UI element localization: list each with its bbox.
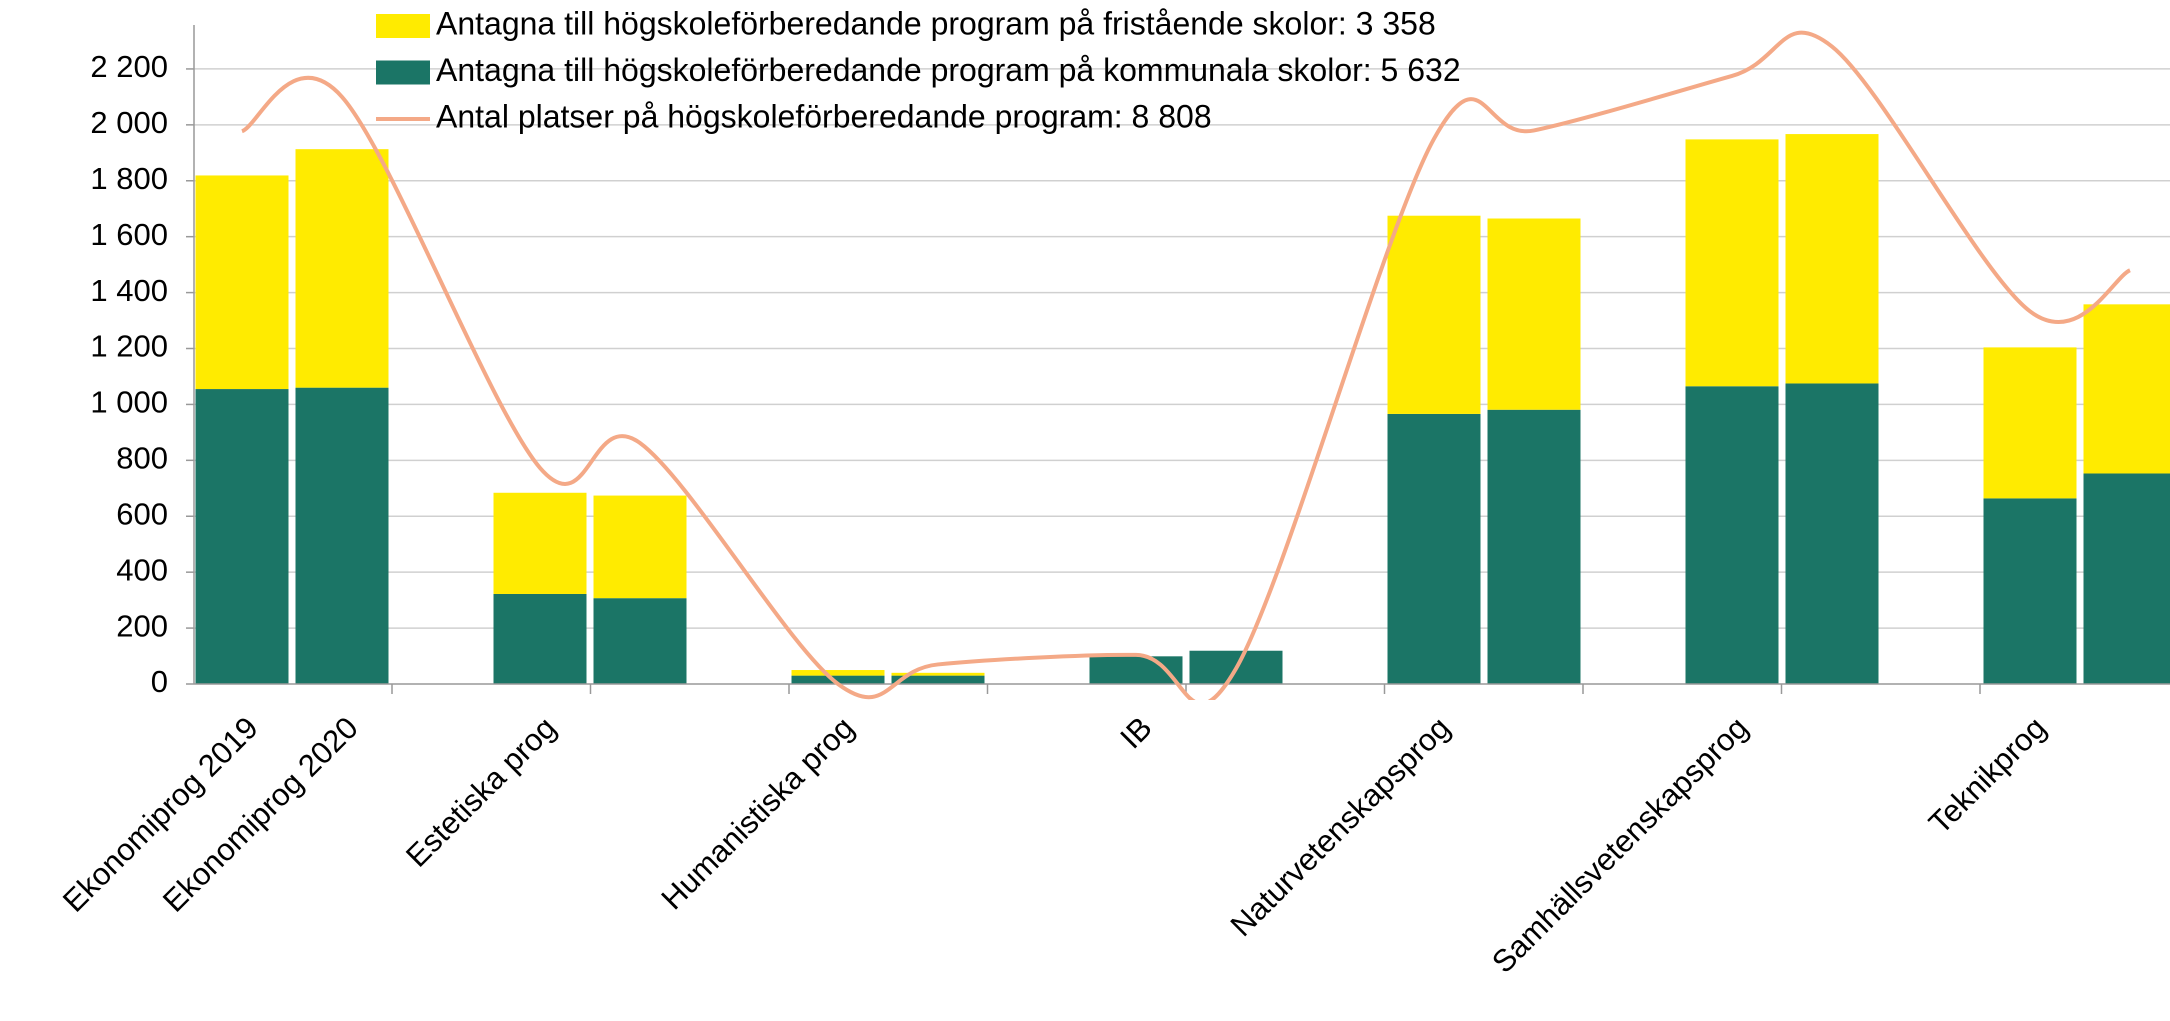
line	[240, 30, 2132, 700]
y-tick-label: 800	[116, 441, 168, 476]
legend: Antagna till högskoleförberedande progra…	[376, 5, 1461, 134]
y-tick-label: 600	[116, 496, 168, 531]
bar-segment	[295, 149, 389, 388]
bar-segment	[891, 675, 985, 684]
y-tick-label: 1 000	[90, 385, 168, 420]
x-tick-label: Naturvetenskapsprog	[1224, 710, 1457, 943]
y-tick-label: 400	[116, 552, 168, 587]
bar-segment	[593, 495, 687, 599]
x-tick-label: Teknikprog	[1922, 710, 2053, 841]
x-tick-label: Humanistiska prog	[654, 710, 860, 916]
bar-segment	[1785, 134, 1879, 384]
y-tick-label: 1 200	[90, 329, 168, 364]
bar-segment	[791, 675, 885, 684]
bar-segment	[1983, 498, 2077, 684]
bars	[195, 134, 2170, 684]
bar-segment	[1685, 139, 1779, 387]
y-tick-label: 200	[116, 608, 168, 643]
bar-segment	[2083, 304, 2170, 474]
legend-label: Antal platser på högskoleförberedande pr…	[436, 98, 1212, 134]
y-tick-label: 2 000	[90, 105, 168, 140]
bar-segment	[1387, 215, 1481, 414]
y-tick-label: 1 400	[90, 273, 168, 308]
bar-segment	[1487, 409, 1581, 684]
bar-segment	[891, 672, 985, 676]
y-tick-label: 1 600	[90, 217, 168, 252]
axes	[186, 25, 2170, 694]
bar-segment	[1487, 218, 1581, 410]
bar-segment	[1983, 347, 2077, 499]
x-tick-label: Estetiska prog	[399, 710, 563, 874]
x-tick-label: Ekonomiprog 2020	[156, 710, 365, 919]
bar-segment	[1785, 383, 1879, 684]
x-tick-label: Samhällsvetenskapsprog	[1485, 710, 1755, 980]
legend-swatch	[376, 14, 430, 38]
y-tick-label: 2 200	[90, 49, 168, 84]
bar-segment	[593, 598, 687, 684]
bar-segment	[1685, 386, 1779, 684]
x-tick-label: Ekonomiprog 2019	[56, 710, 265, 919]
legend-swatch	[376, 60, 430, 85]
bar-segment	[195, 175, 289, 390]
bar-segment	[493, 593, 587, 684]
bar-segment	[791, 670, 885, 676]
x-tick-label: IB	[1113, 710, 1158, 755]
legend-label: Antagna till högskoleförberedande progra…	[436, 52, 1461, 88]
bar-segment	[2083, 473, 2170, 684]
y-tick-label: 0	[151, 664, 168, 699]
bar-segment	[295, 387, 389, 684]
bar-segment	[195, 389, 289, 684]
legend-label: Antagna till högskoleförberedande progra…	[436, 5, 1436, 41]
y-tick-label: 1 800	[90, 161, 168, 196]
bar-segment	[493, 492, 587, 594]
bar-segment	[1387, 413, 1481, 684]
lines	[240, 30, 2132, 700]
